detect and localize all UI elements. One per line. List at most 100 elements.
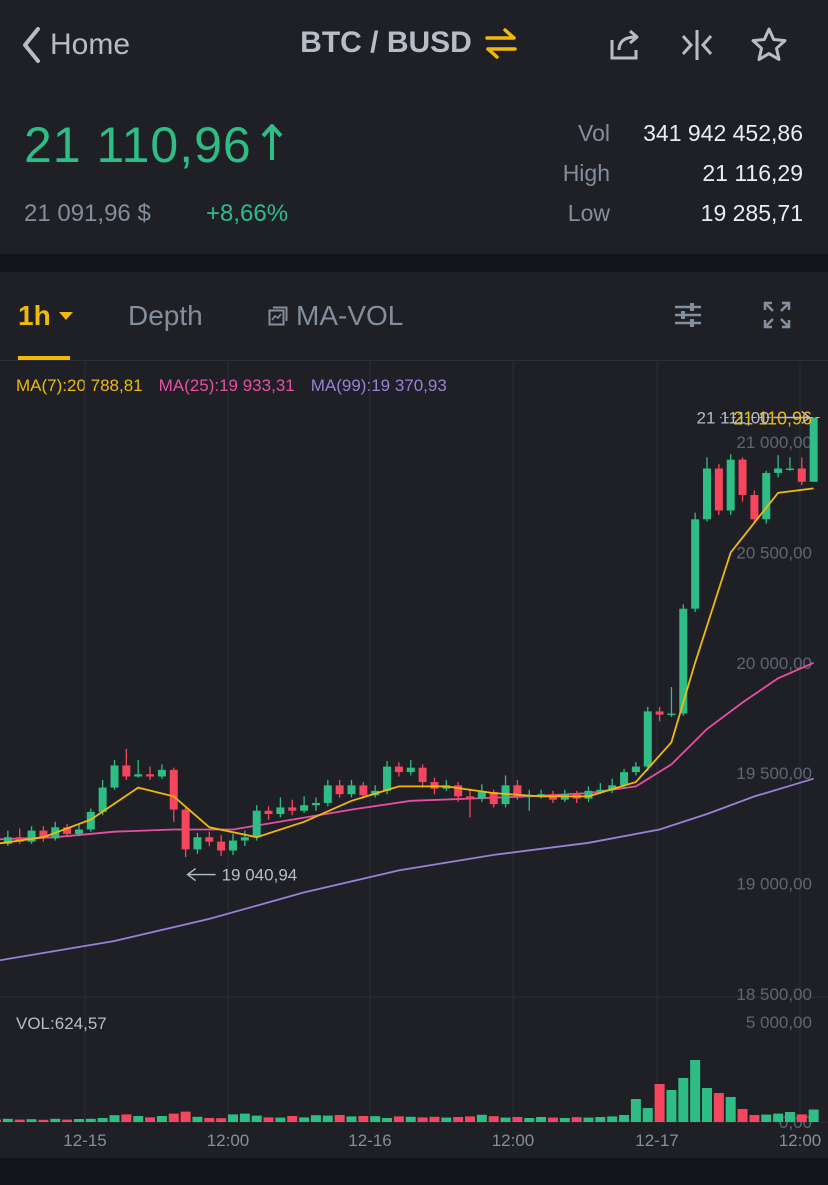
candle-body (667, 713, 676, 716)
volume-bar (299, 1117, 310, 1122)
back-chevron-icon (23, 27, 40, 63)
chart-settings-icon[interactable] (673, 300, 703, 330)
price-tick-label: 19 500,00 (736, 764, 812, 783)
trading-pair-title: BTC / BUSD (300, 26, 472, 59)
volume-bar (808, 1109, 819, 1122)
volume-bar (145, 1117, 156, 1122)
volume-bar (725, 1097, 736, 1122)
candle-body (15, 837, 24, 842)
volume-bar (583, 1117, 594, 1122)
volume-bar (571, 1117, 582, 1122)
volume-bar (619, 1115, 630, 1122)
candle-body (714, 468, 723, 511)
volume-bar (216, 1118, 227, 1122)
volume-bar (97, 1118, 108, 1122)
high-marker-arrow (773, 410, 811, 425)
volume-bar (500, 1117, 511, 1122)
trading-pair-selector[interactable]: BTC / BUSD (300, 26, 518, 60)
active-tab-indicator (18, 356, 70, 360)
back-button[interactable]: Home (22, 22, 130, 68)
up-arrow-icon (261, 124, 283, 160)
candle-body (347, 785, 356, 795)
candle-body (169, 769, 178, 810)
candle-body (631, 766, 640, 773)
volume-bar (559, 1118, 570, 1122)
candle-body (655, 711, 664, 715)
volume-bar (429, 1116, 440, 1122)
volume-bar (192, 1116, 203, 1122)
candlestick-chart[interactable]: 21 000,00 20 500,00 20 000,00 19 500,00 19 0… (0, 362, 828, 1162)
ma25-legend: MA(25):19 933,31 (158, 376, 295, 395)
indicator-icon (268, 306, 288, 326)
volume-bar (713, 1093, 724, 1122)
volume-bar (393, 1116, 404, 1122)
candle-body (193, 837, 202, 850)
share-icon[interactable] (606, 26, 644, 64)
volume-bar (156, 1116, 167, 1122)
volume-bar (382, 1118, 393, 1122)
candle-body (489, 791, 498, 805)
price-tick-label: 20 500,00 (736, 543, 812, 562)
candle-body (454, 785, 463, 797)
time-tick-label: 12-16 (348, 1131, 391, 1150)
volume-value: 341 942 452,86 (643, 120, 803, 146)
price-tick-label: 18 500,00 (736, 985, 812, 1004)
candle-body (311, 803, 320, 806)
volume-bar (0, 1119, 1, 1122)
volume-bar (690, 1060, 701, 1122)
high-marker-label: 21 111,00 (697, 408, 770, 427)
tab-depth[interactable]: Depth (128, 300, 203, 331)
low-marker-arrow (186, 868, 216, 882)
star-icon[interactable] (750, 26, 788, 64)
volume-bar (73, 1119, 84, 1122)
fullscreen-icon[interactable] (762, 300, 792, 330)
last-price: 21 110,96 (24, 116, 284, 174)
ma99-legend: MA(99):19 370,93 (310, 376, 447, 395)
candle-body (217, 841, 226, 851)
indicator-label: MA-VOL (296, 300, 404, 331)
volume-bar (275, 1117, 286, 1122)
candle-body (596, 789, 605, 792)
volume-bar (14, 1119, 25, 1122)
tab-ma-vol[interactable]: MA-VOL (268, 300, 403, 332)
candle-body (205, 837, 214, 842)
low-row: Low 19 285,71 (503, 200, 803, 232)
candle-body (513, 785, 522, 797)
volume-bar (773, 1113, 784, 1122)
high-label: High (562, 160, 610, 186)
volume-bar (109, 1115, 120, 1122)
candle-body (418, 767, 427, 783)
ma-legend: MA(7):20 788,81 MA(25):19 933,31 MA(99):… (16, 376, 447, 396)
volume-bar (228, 1114, 238, 1122)
back-label: Home (50, 28, 131, 61)
candle-body (809, 417, 818, 482)
candle-body (181, 809, 190, 850)
time-tick-label: 12:00 (779, 1131, 822, 1150)
candle-body (335, 785, 344, 795)
candle-body (785, 468, 794, 470)
volume-bar (536, 1117, 547, 1122)
candle-body (134, 774, 143, 777)
candle-body (762, 472, 771, 520)
volume-bar (749, 1115, 760, 1122)
last-price-label: 21 110,96 (733, 409, 812, 429)
candle-body (738, 459, 747, 495)
volume-bar (168, 1113, 179, 1122)
volume-bar (2, 1118, 13, 1122)
volume-bar (38, 1119, 49, 1122)
price-tick-label: 20 000,00 (736, 654, 812, 673)
volume-tick-label: 5 000,00 (746, 1013, 812, 1032)
compare-icon[interactable] (678, 26, 716, 64)
candle-body (276, 807, 285, 815)
candle-body (252, 810, 261, 838)
volume-bar (239, 1113, 250, 1122)
interval-selector[interactable]: 1h (18, 300, 73, 332)
volume-bar (417, 1117, 428, 1122)
low-marker-label: 19 040,94 (222, 866, 298, 885)
volume-bar (62, 1119, 73, 1122)
bottom-strip (0, 1158, 828, 1185)
candle-body (122, 765, 131, 777)
volume-bar (263, 1117, 274, 1122)
volume-bar (310, 1115, 321, 1122)
candle-body (726, 459, 735, 511)
